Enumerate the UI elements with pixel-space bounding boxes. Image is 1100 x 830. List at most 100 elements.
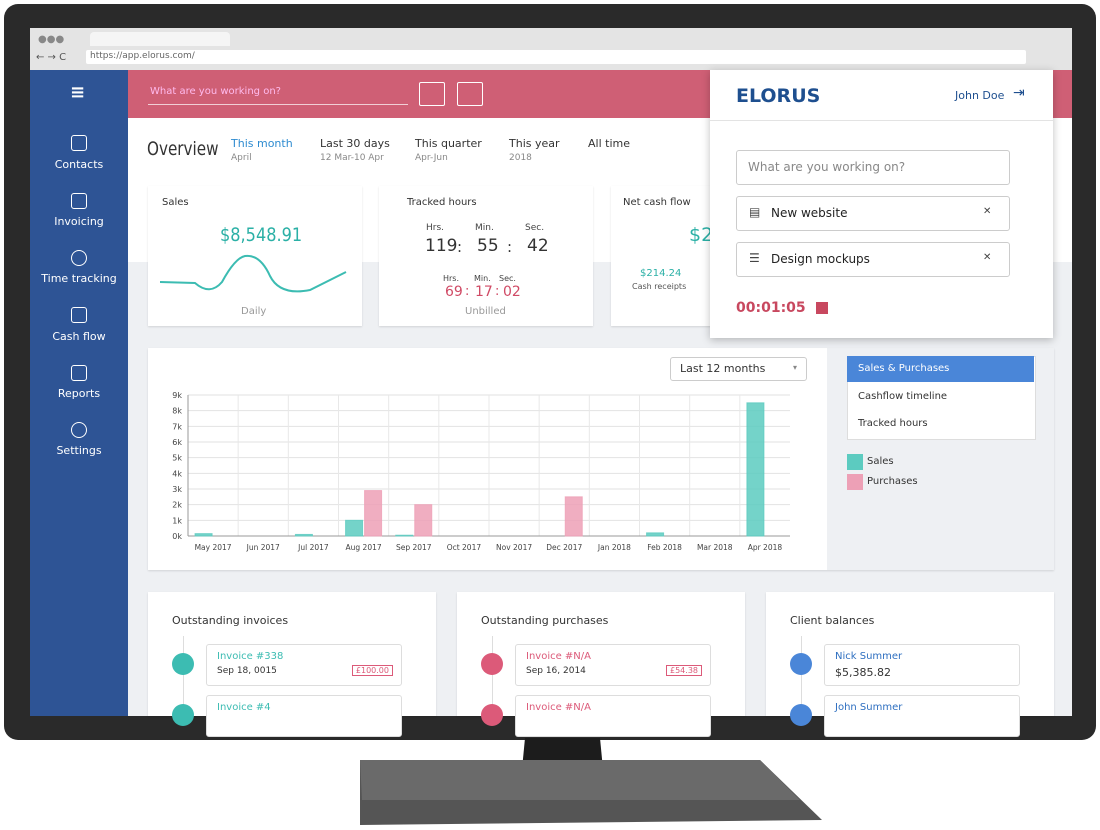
period-sub: Apr-Jun [415,153,448,163]
receipts-label: Cash receipts [632,282,687,291]
icon [71,135,87,151]
popup-logo: ELORUS [736,85,821,107]
nav-item[interactable]: Contacts [54,158,104,171]
bar [194,533,213,537]
tracked-card: Tracked hours Hrs. Min. Sec. 119 : 55 : … [379,186,593,326]
range-select[interactable]: Last 12 months ▾ [670,357,807,381]
stand-base-top [360,760,800,800]
task-field[interactable]: Design mockups ☰ ✕ [736,242,1010,277]
separator: : [465,284,470,299]
caret: ▾ [793,363,798,372]
timeline [492,636,493,716]
task-name: Design mockups [771,252,870,266]
seconds: 42 [527,236,549,256]
overview-title: Overview [147,138,219,160]
receipts-amount: $214.24 [640,268,682,279]
sparkline-path [160,254,347,293]
y-tick-label: 3k [172,485,182,494]
tab-label[interactable]: Tracked hours [858,418,928,429]
bar [395,534,414,537]
list-item[interactable]: Invoice #338 Sep 18, 0015 £100.00 [206,644,402,686]
period-tab[interactable]: This quarter [415,137,482,150]
icon: ▤ [749,205,761,219]
y-tick-label: 9k [172,391,182,400]
project-button[interactable] [419,82,445,106]
timer: 00:01:05 [736,300,806,316]
timeline [183,636,184,716]
item-name: Invoice #4 [217,702,271,713]
item-detail: Sep 18, 0015 [217,666,277,676]
stop-button[interactable] [816,302,828,314]
sales-card: Sales $8,548.91 Daily [148,186,362,326]
y-tick-label: 0k [172,532,182,541]
tab-active[interactable]: Sales & Purchases [847,356,1034,382]
period-tab[interactable]: This month [231,137,293,150]
card-footer: Unbilled [465,306,506,317]
address-bar[interactable]: https://app.elorus.com/ [86,50,1026,64]
placeholder: What are you working on? [748,160,906,174]
nav-item[interactable]: Settings [56,444,102,457]
list-card: Outstanding purchases Invoice #N/A Sep 16,… [457,592,745,737]
card-title: Client balances [790,614,875,627]
item-icon [481,653,503,675]
nav-buttons[interactable]: ← → C [36,52,67,63]
tab-label[interactable]: Cashflow timeline [858,391,948,402]
y-tick-label: 1k [172,516,182,525]
hours: 119 [425,236,458,256]
nav-item[interactable]: Invoicing [54,215,104,228]
legend-swatch [847,474,863,490]
clear[interactable]: ✕ [983,206,992,217]
x-tick-label: Mar 2018 [697,543,733,552]
divider [710,120,1053,121]
nav-item[interactable]: Cash flow [52,330,106,343]
unit: Min. [474,274,491,283]
list-item[interactable]: Invoice #N/A [515,695,711,737]
project-field[interactable]: New website ▤ ✕ [736,196,1010,231]
list-card: Client balances Nick Summer $5,385.82 John … [766,592,1054,737]
sidebar-logo[interactable]: ≡ [70,82,86,103]
unbilled-hours: 69 [445,284,463,300]
window-controls: ●●● [38,34,65,45]
icon [71,193,87,209]
sales-amount: $8,548.91 [220,224,303,246]
item-name: Nick Summer [835,651,903,662]
list-item[interactable]: Invoice #N/A Sep 16, 2014 £54.38 [515,644,711,686]
item-detail: Sep 16, 2014 [526,666,586,676]
unit: Hrs. [426,223,445,233]
period-tab[interactable]: All time [588,137,630,150]
x-tick-label: Jun 2017 [246,543,280,552]
period-tab[interactable]: This year [509,137,560,150]
bar [294,533,313,537]
list-item[interactable]: Invoice #4 [206,695,402,737]
icon [71,422,87,438]
chart: 0k 1k 2k 3k 4k 5k 6k 7k 8k 9k May 2017 Jun 2017 Jul … [172,391,790,552]
list-item[interactable]: John Summer [824,695,1020,737]
user-name[interactable]: John Doe [955,89,1005,102]
popup-input[interactable]: What are you working on? [736,150,1010,185]
timer-input[interactable]: What are you working on? [148,82,408,105]
x-tick-label: Oct 2017 [447,543,482,552]
task-button[interactable] [457,82,483,106]
icon [71,307,87,323]
nav-item[interactable]: Time tracking [41,272,117,285]
item-detail: $5,385.82 [835,666,891,679]
y-tick-label: 7k [172,422,182,431]
cash-amount: $2 [689,224,714,246]
icon [71,250,87,266]
logout[interactable]: ⇥ [1013,85,1025,101]
clear[interactable]: ✕ [983,252,992,263]
timer-popup: ELORUS John Doe ⇥ What are you working o… [710,70,1053,338]
item-name: Invoice #N/A [526,651,591,662]
item-amount: £100.00 [351,665,393,676]
timeline [801,636,802,716]
unit: Hrs. [443,274,460,283]
item-name: Invoice #338 [217,651,284,662]
range-label: Last 12 months [680,362,766,375]
list-card: Outstanding invoices Invoice #338 Sep 18, … [148,592,436,737]
nav-item[interactable]: Reports [57,387,101,400]
unit: Min. [475,223,494,233]
separator: : [457,238,463,256]
list-item[interactable]: Nick Summer $5,385.82 [824,644,1020,686]
period-tab[interactable]: Last 30 days [320,137,390,150]
